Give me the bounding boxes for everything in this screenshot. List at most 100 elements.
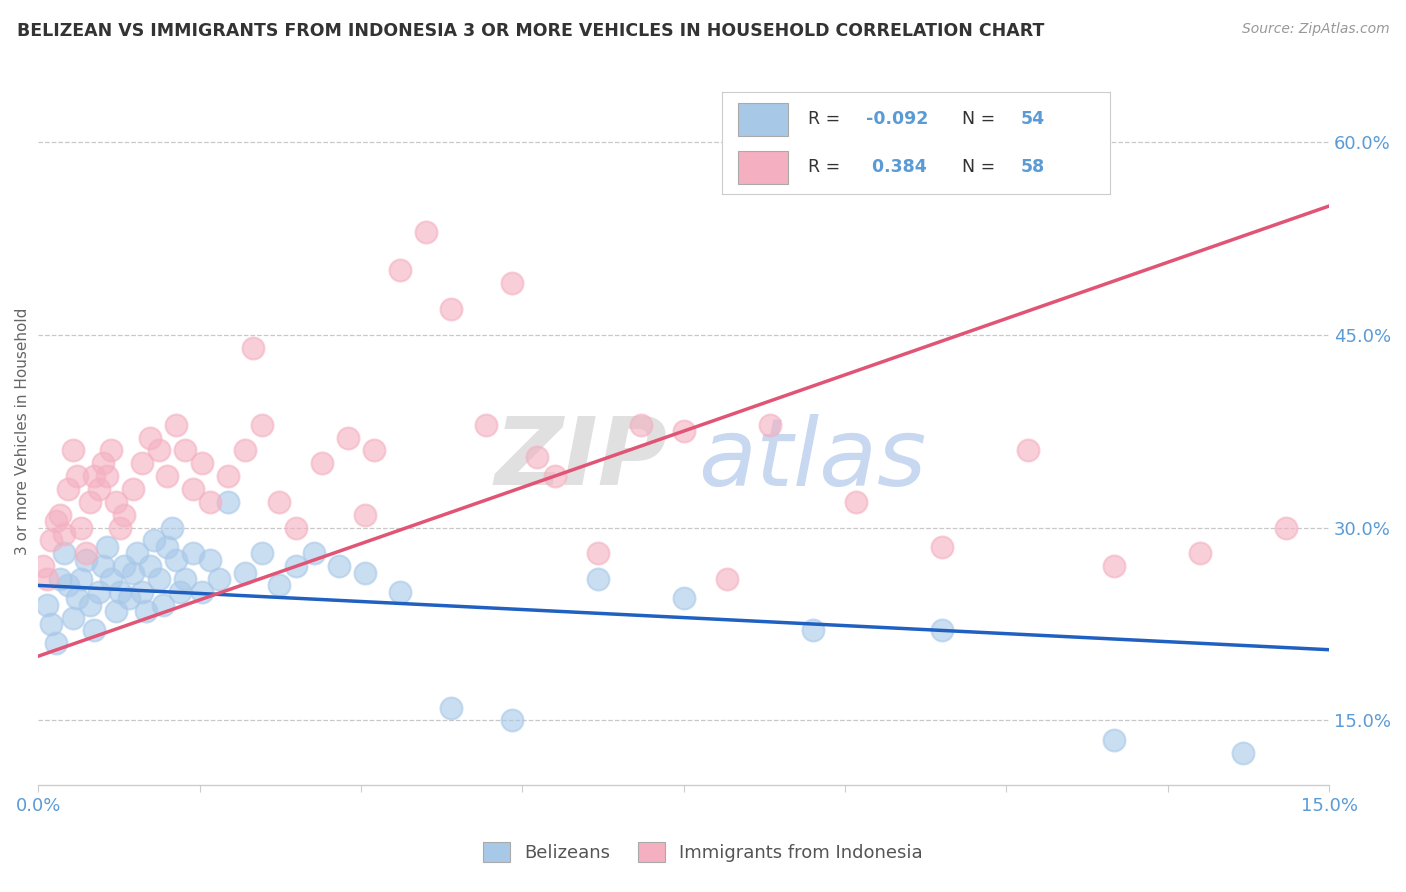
Point	[112, 559, 135, 574]
Point	[49, 508, 72, 522]
Text: ZIP: ZIP	[494, 413, 666, 506]
Point	[672, 424, 695, 438]
Point	[672, 591, 695, 606]
Text: atlas: atlas	[699, 414, 927, 505]
Point	[1102, 732, 1125, 747]
Point	[112, 508, 135, 522]
Point	[388, 263, 411, 277]
Point	[39, 617, 62, 632]
Point	[70, 520, 93, 534]
Point	[79, 495, 101, 509]
Point	[156, 540, 179, 554]
Point	[415, 225, 437, 239]
Point	[165, 552, 187, 566]
Point	[58, 578, 80, 592]
Point	[586, 546, 609, 560]
Text: Source: ZipAtlas.com: Source: ZipAtlas.com	[1241, 22, 1389, 37]
Point	[139, 559, 162, 574]
Point	[440, 301, 463, 316]
Point	[49, 572, 72, 586]
Point	[363, 443, 385, 458]
Point	[35, 572, 58, 586]
Point	[66, 469, 89, 483]
Text: BELIZEAN VS IMMIGRANTS FROM INDONESIA 3 OR MORE VEHICLES IN HOUSEHOLD CORRELATIO: BELIZEAN VS IMMIGRANTS FROM INDONESIA 3 …	[17, 22, 1045, 40]
Point	[169, 585, 191, 599]
Point	[586, 572, 609, 586]
Point	[526, 450, 548, 464]
Point	[58, 482, 80, 496]
Point	[118, 591, 141, 606]
Point	[66, 591, 89, 606]
Point	[217, 469, 239, 483]
Point	[845, 495, 868, 509]
Legend: Belizeans, Immigrants from Indonesia: Belizeans, Immigrants from Indonesia	[475, 835, 931, 870]
Point	[79, 598, 101, 612]
Point	[501, 276, 523, 290]
Point	[1102, 559, 1125, 574]
Point	[143, 533, 166, 548]
Point	[96, 540, 118, 554]
Point	[122, 482, 145, 496]
Point	[75, 546, 97, 560]
Point	[45, 514, 67, 528]
Point	[543, 469, 565, 483]
Point	[181, 482, 204, 496]
Point	[31, 559, 53, 574]
Point	[148, 572, 170, 586]
Point	[250, 417, 273, 432]
Point	[45, 636, 67, 650]
Point	[62, 443, 84, 458]
Point	[501, 714, 523, 728]
Point	[83, 469, 105, 483]
Point	[70, 572, 93, 586]
Point	[285, 559, 308, 574]
Point	[191, 456, 214, 470]
Point	[354, 566, 377, 580]
Point	[165, 417, 187, 432]
Point	[1232, 746, 1254, 760]
Point	[200, 495, 222, 509]
Point	[285, 520, 308, 534]
Point	[302, 546, 325, 560]
Point	[127, 546, 149, 560]
Point	[108, 585, 131, 599]
Point	[35, 598, 58, 612]
Point	[716, 572, 738, 586]
Point	[139, 431, 162, 445]
Point	[62, 610, 84, 624]
Point	[100, 572, 122, 586]
Point	[104, 495, 127, 509]
Point	[131, 585, 153, 599]
Point	[311, 456, 333, 470]
Point	[250, 546, 273, 560]
Point	[53, 527, 76, 541]
Point	[104, 604, 127, 618]
Point	[931, 624, 953, 638]
Point	[122, 566, 145, 580]
Point	[1017, 443, 1039, 458]
Point	[173, 443, 195, 458]
Point	[801, 624, 824, 638]
Point	[160, 520, 183, 534]
Point	[96, 469, 118, 483]
Point	[200, 552, 222, 566]
Point	[354, 508, 377, 522]
Y-axis label: 3 or more Vehicles in Household: 3 or more Vehicles in Household	[15, 308, 30, 555]
Point	[100, 443, 122, 458]
Point	[39, 533, 62, 548]
Point	[630, 417, 652, 432]
Point	[337, 431, 360, 445]
Point	[87, 482, 110, 496]
Point	[758, 417, 780, 432]
Point	[269, 495, 291, 509]
Point	[1275, 520, 1298, 534]
Point	[53, 546, 76, 560]
Point	[233, 566, 256, 580]
Point	[83, 624, 105, 638]
Point	[173, 572, 195, 586]
Point	[156, 469, 179, 483]
Point	[181, 546, 204, 560]
Point	[440, 700, 463, 714]
Point	[108, 520, 131, 534]
Point	[75, 552, 97, 566]
